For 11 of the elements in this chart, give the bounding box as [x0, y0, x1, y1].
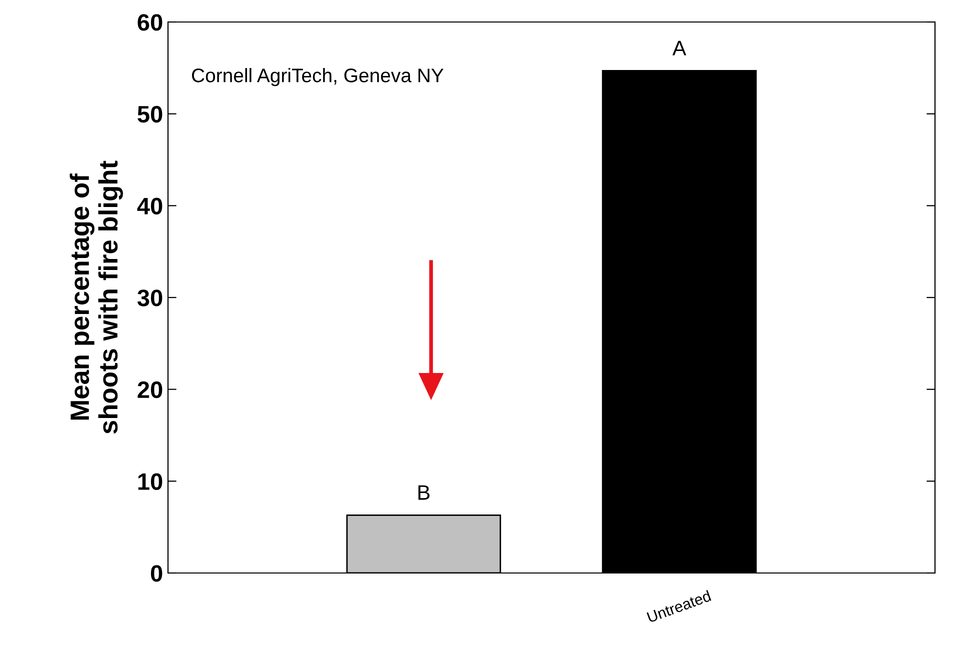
y-tick-label: 30: [137, 290, 162, 306]
annotation: B: [418, 485, 430, 500]
annotation: A: [672, 40, 686, 56]
y-tick-label: 40: [137, 198, 162, 214]
y-tick-label: 20: [138, 381, 162, 398]
y-axis-title: Mean percentage of shoots with fire blight: [70, 160, 123, 434]
y-tick-label: 50: [138, 106, 162, 123]
y-tick-label: 60: [138, 14, 162, 31]
y-tick-label: 0: [150, 565, 162, 582]
y-tick-label: 10: [138, 473, 162, 490]
annotation: Cornell AgriTech, Geneva NY: [192, 68, 444, 86]
